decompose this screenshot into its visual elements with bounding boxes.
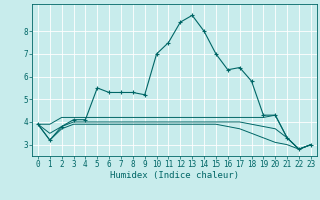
- X-axis label: Humidex (Indice chaleur): Humidex (Indice chaleur): [110, 171, 239, 180]
